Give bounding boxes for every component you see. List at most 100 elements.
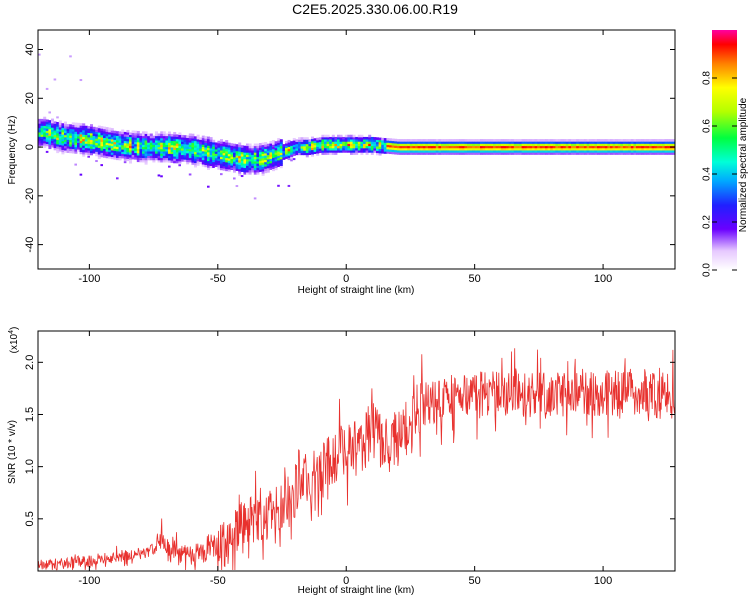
spectrogram-cell: [573, 143, 577, 147]
spectrogram-cell: [108, 149, 112, 153]
spectrogram-cell: [97, 151, 101, 155]
spectrogram-cell: [516, 150, 520, 153]
spectrogram-cell: [272, 150, 275, 154]
spectrogram-cell: [100, 126, 104, 129]
spectrogram-cell: [113, 135, 117, 138]
spectrogram-cell: [157, 144, 161, 148]
spectrogram-cell: [259, 160, 262, 164]
spectrogram-cell: [170, 151, 174, 155]
spectrogram-cell: [287, 150, 291, 154]
spectrogram-cell: [555, 152, 559, 155]
spectrogram-cell: [578, 147, 582, 151]
spectrogram-cell: [399, 147, 403, 151]
spectrogram-cell: [121, 136, 125, 139]
spectrogram-cell: [235, 153, 239, 156]
spectrogram-cell: [95, 129, 99, 133]
spectrogram-cell: [363, 150, 366, 153]
spectrogram-cell: [84, 130, 88, 133]
spectrogram-cell: [448, 143, 452, 147]
spectrogram-cell: [521, 150, 525, 153]
spectrogram-cell: [287, 155, 291, 158]
spectrogram-cell: [170, 147, 174, 150]
spectrogram-cell: [623, 143, 626, 147]
spectrogram-cell: [217, 147, 221, 150]
spectrogram-cell: [360, 139, 364, 142]
spectrogram-cell: [100, 148, 104, 151]
spectrogram-cell: [594, 147, 598, 151]
spectrogram-cell: [152, 146, 156, 150]
spectrogram-cell: [79, 149, 83, 153]
spectrogram-cell: [64, 125, 67, 129]
spectrogram-cell: [646, 147, 650, 151]
spectrogram-cell: [162, 144, 166, 148]
spectrogram-cell: [266, 156, 270, 160]
spectrogram-cell: [324, 139, 327, 142]
spectrogram-cell: [555, 139, 559, 142]
spectrogram-cell: [584, 150, 587, 153]
spectrogram-cell: [464, 143, 468, 147]
spectrogram-cell: [261, 173, 265, 176]
spectrogram-cell: [352, 152, 356, 155]
spectrogram-cell: [493, 145, 496, 149]
spectrogram-cell: [129, 158, 132, 162]
spectrogram-cell: [495, 145, 499, 149]
spectrogram-cell: [186, 159, 190, 163]
spectrogram-cell: [373, 141, 377, 145]
spectrogram-cell: [248, 165, 252, 169]
spectrogram-cell: [277, 138, 281, 141]
spectrogram-cell: [615, 143, 619, 147]
spectrogram-cell: [209, 161, 213, 164]
spectrogram-cell: [563, 152, 567, 155]
spectrogram-cell: [209, 141, 213, 145]
spectrogram-cell: [110, 147, 114, 151]
spectrogram-cell: [199, 137, 203, 140]
spectrogram-cell: [253, 163, 257, 166]
spectrogram-cell: [152, 157, 156, 161]
spectrogram-cell: [355, 141, 359, 144]
spectrogram-cell: [300, 141, 304, 145]
spectrogram-cell: [464, 139, 468, 142]
spectrogram-cell: [519, 143, 522, 147]
spectrogram-cell: [563, 143, 567, 147]
spectrogram-cell: [92, 137, 96, 141]
spectrogram-cell: [420, 150, 424, 153]
spectrogram-cell: [641, 145, 645, 149]
spectrogram-cell: [53, 134, 57, 138]
spectrogram-cell: [77, 122, 80, 126]
spectrogram-cell: [516, 147, 520, 151]
spectrogram-cell: [529, 143, 533, 147]
spectrogram-cell: [58, 135, 62, 139]
spectrogram-cell: [259, 143, 262, 146]
spectrogram-cell: [487, 150, 491, 153]
spectrogram-cell: [69, 128, 73, 132]
spectrogram-cell: [74, 122, 78, 126]
spectrogram-cell: [69, 150, 73, 154]
spectrogram-cell: [235, 155, 239, 158]
spectrogram-cell: [100, 143, 104, 147]
spectrogram-cell: [45, 87, 49, 90]
spectrogram-cell: [194, 149, 197, 153]
spectrogram-cell: [175, 160, 179, 164]
spectrogram-cell: [178, 134, 182, 138]
spectrogram-cell: [329, 150, 333, 153]
spectrogram-cell: [220, 147, 223, 151]
spectrogram-cell: [253, 158, 257, 162]
spectrogram-cell: [155, 137, 158, 141]
spectrogram-cell: [56, 126, 60, 129]
spectrogram-cell: [235, 185, 239, 188]
spectrogram-cell: [56, 135, 60, 138]
spectrogram-cell: [56, 130, 60, 134]
spectrogram-cell: [131, 150, 135, 153]
spectrogram-cell: [607, 141, 611, 144]
spectrogram-cell: [233, 154, 236, 158]
spectrogram-cell: [175, 145, 179, 148]
spectrogram-cell: [149, 155, 153, 159]
spectrogram-cell: [615, 145, 619, 149]
spectrogram-cell: [79, 125, 83, 128]
spectrogram-cell: [173, 149, 177, 153]
spectrogram-cell: [534, 141, 538, 144]
spectrogram-cell: [633, 139, 637, 142]
spectrogram-cell: [56, 143, 60, 147]
spectrogram-cell: [142, 159, 145, 163]
spectrogram-cell: [279, 152, 283, 156]
